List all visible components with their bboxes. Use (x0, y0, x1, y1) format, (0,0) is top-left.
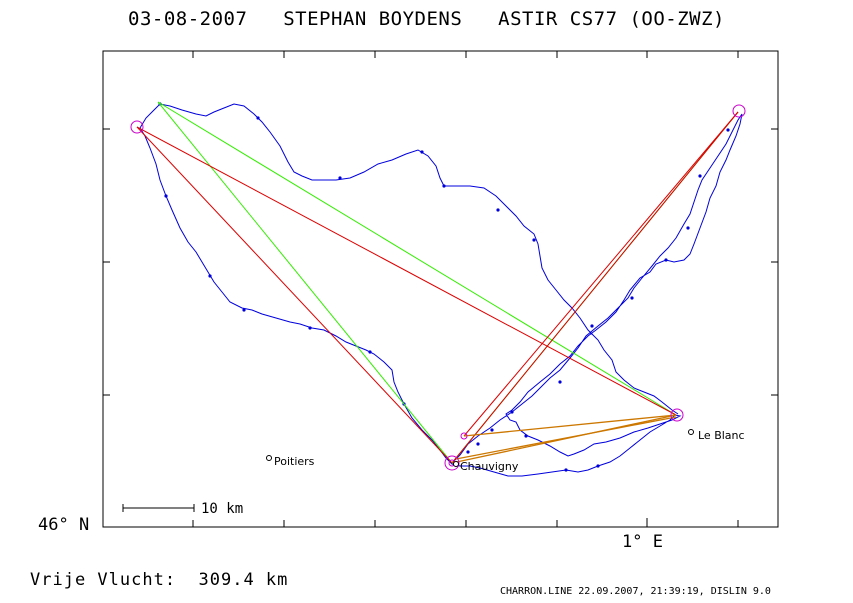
town-marker-chauvigny (453, 461, 459, 467)
turnpoint-east (670, 408, 684, 422)
flight-track (139, 103, 743, 477)
task-legs-red (136, 111, 739, 464)
town-label-poitiers: Poitiers (274, 455, 315, 468)
footer-info: CHARRON.LINE 22.09.2007, 21:39:19, DISLI… (500, 586, 771, 597)
latitude-label: 46° N (38, 515, 90, 535)
turnpoint-northeast (732, 104, 746, 118)
town-label-le-blanc: Le Blanc (698, 429, 745, 442)
scale-bar (122, 504, 195, 512)
axis-ticks (103, 51, 778, 527)
task-legs-orange (451, 414, 677, 464)
scale-bar-label: 10 km (201, 501, 243, 517)
turnpoint-start (444, 455, 460, 471)
town-marker-le-blanc (688, 429, 694, 435)
longitude-label: 1° E (622, 532, 663, 552)
town-label-chauvigny: Chauvigny (460, 460, 519, 473)
flight-title: 03-08-2007 STEPHAN BOYDENS ASTIR CS77 (O… (128, 8, 725, 30)
map-frame (102, 50, 779, 528)
town-marker-poitiers (266, 455, 272, 461)
turnpoint-west (130, 120, 144, 134)
free-flight-distance: Vrije Vlucht: 309.4 km (30, 570, 289, 590)
track-markers (158, 102, 730, 472)
town-markers (266, 429, 694, 467)
task-legs-green (157, 101, 739, 464)
turnpoints (130, 104, 746, 471)
